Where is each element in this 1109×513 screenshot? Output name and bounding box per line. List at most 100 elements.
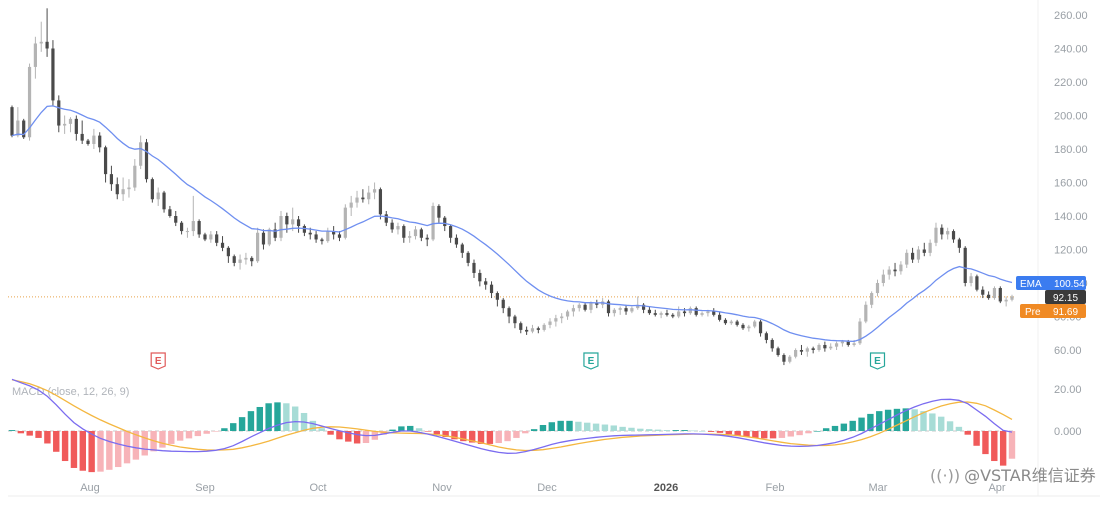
macd-pane[interactable]: MACD (close, 12, 26, 9) (8, 378, 1016, 473)
candle[interactable] (103, 145, 108, 183)
candle[interactable] (109, 165, 114, 191)
candle[interactable] (144, 138, 149, 183)
candle[interactable] (296, 216, 301, 233)
candle[interactable] (975, 274, 979, 292)
candle[interactable] (712, 308, 716, 317)
candle[interactable] (653, 309, 657, 317)
candle[interactable] (910, 247, 915, 263)
candle[interactable] (729, 319, 733, 325)
candle[interactable] (302, 224, 306, 237)
candle[interactable] (963, 246, 967, 287)
candle[interactable] (881, 269, 885, 287)
candle[interactable] (794, 348, 798, 359)
macd-signal-line[interactable] (11, 379, 1013, 452)
candle[interactable] (957, 237, 961, 253)
candle[interactable] (946, 227, 950, 240)
candle[interactable] (589, 301, 593, 314)
candle[interactable] (916, 246, 921, 263)
candle[interactable] (530, 324, 535, 334)
candle[interactable] (179, 221, 184, 235)
candle[interactable] (466, 251, 470, 267)
candle[interactable] (636, 296, 640, 310)
candle[interactable] (261, 229, 266, 250)
candle[interactable] (320, 237, 324, 245)
candle[interactable] (408, 231, 412, 243)
ema-series[interactable] (11, 105, 1013, 343)
candle[interactable] (700, 311, 704, 317)
candle[interactable] (987, 291, 991, 300)
candle[interactable] (33, 36, 37, 79)
candle[interactable] (185, 227, 190, 238)
candle[interactable] (571, 304, 576, 317)
candle[interactable] (232, 254, 236, 267)
candle[interactable] (677, 306, 681, 319)
candle[interactable] (337, 231, 342, 242)
candle[interactable] (314, 231, 318, 243)
candle[interactable] (45, 8, 49, 57)
candle[interactable] (63, 115, 67, 134)
candle[interactable] (899, 261, 903, 275)
candle[interactable] (378, 187, 383, 220)
candle[interactable] (548, 318, 552, 329)
earnings-marker[interactable]: E (583, 352, 599, 370)
candlestick-series[interactable] (10, 8, 1014, 366)
candle[interactable] (244, 252, 248, 265)
ema-line[interactable] (11, 105, 1013, 343)
candle[interactable] (343, 204, 347, 240)
candle[interactable] (1004, 296, 1008, 307)
candle[interactable] (817, 343, 821, 352)
candle[interactable] (823, 341, 827, 352)
candle[interactable] (431, 202, 435, 242)
candle[interactable] (174, 210, 178, 227)
candle[interactable] (291, 207, 295, 232)
candle[interactable] (51, 40, 55, 106)
candle[interactable] (448, 224, 453, 243)
candle[interactable] (671, 313, 675, 319)
candle[interactable] (858, 318, 862, 345)
candle[interactable] (203, 232, 207, 242)
candle[interactable] (156, 187, 160, 206)
candle[interactable] (870, 291, 874, 309)
candle[interactable] (121, 177, 125, 201)
candle[interactable] (361, 189, 365, 203)
candle[interactable] (139, 135, 143, 170)
candle[interactable] (928, 239, 932, 257)
candle[interactable] (86, 138, 90, 146)
candle[interactable] (92, 128, 96, 149)
candle[interactable] (396, 222, 400, 235)
candle[interactable] (68, 117, 73, 133)
candle[interactable] (992, 286, 997, 300)
candle[interactable] (998, 286, 1002, 304)
candle[interactable] (723, 318, 728, 325)
candle[interactable] (256, 227, 260, 263)
candle[interactable] (565, 309, 570, 320)
candle[interactable] (1010, 294, 1014, 302)
candle[interactable] (940, 224, 944, 240)
candle[interactable] (16, 107, 20, 138)
candle[interactable] (922, 242, 926, 257)
candle[interactable] (349, 195, 353, 216)
candle[interactable] (507, 306, 511, 324)
candle[interactable] (805, 346, 809, 357)
candle[interactable] (735, 319, 739, 327)
macd-line[interactable] (11, 378, 1013, 454)
candle[interactable] (887, 266, 891, 280)
candle[interactable] (595, 299, 599, 309)
candle[interactable] (536, 326, 540, 334)
candle[interactable] (402, 224, 406, 243)
candle[interactable] (127, 179, 131, 198)
candle[interactable] (478, 269, 482, 287)
candle[interactable] (905, 249, 909, 268)
candle[interactable] (472, 259, 476, 278)
candle[interactable] (519, 321, 523, 334)
candle[interactable] (659, 311, 663, 319)
candle[interactable] (197, 219, 201, 238)
candle[interactable] (384, 210, 388, 227)
candle[interactable] (367, 185, 371, 205)
candle[interactable] (764, 331, 768, 344)
candle[interactable] (74, 115, 78, 141)
candle[interactable] (694, 306, 698, 317)
candle[interactable] (413, 226, 418, 240)
candle[interactable] (191, 195, 195, 237)
